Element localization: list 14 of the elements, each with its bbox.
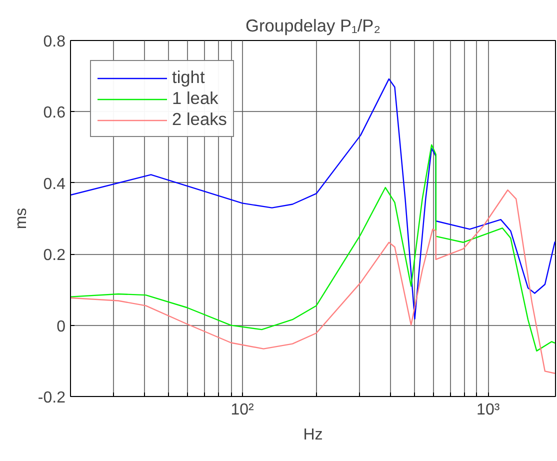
y-tick-label: 0 xyxy=(56,318,66,336)
y-tick-label: 0.8 xyxy=(43,34,66,50)
y-tick-label: 0.4 xyxy=(43,176,66,193)
y-tick-label: -0.2 xyxy=(38,390,66,406)
y-tick-label: 0.2 xyxy=(43,247,66,264)
x-tick-label: 10³ xyxy=(476,402,500,418)
chart-title: Groupdelay P₁/P₂ xyxy=(246,16,380,36)
y-tick-label: 0.6 xyxy=(43,104,66,122)
y-axis-title: ms xyxy=(12,208,30,230)
legend-label: 1 leak xyxy=(172,88,218,109)
legend-label: 2 leaks xyxy=(172,109,227,130)
legend-label: tight xyxy=(172,67,205,88)
x-axis-title: Hz xyxy=(303,426,323,444)
x-tick-label: 10² xyxy=(230,402,255,418)
